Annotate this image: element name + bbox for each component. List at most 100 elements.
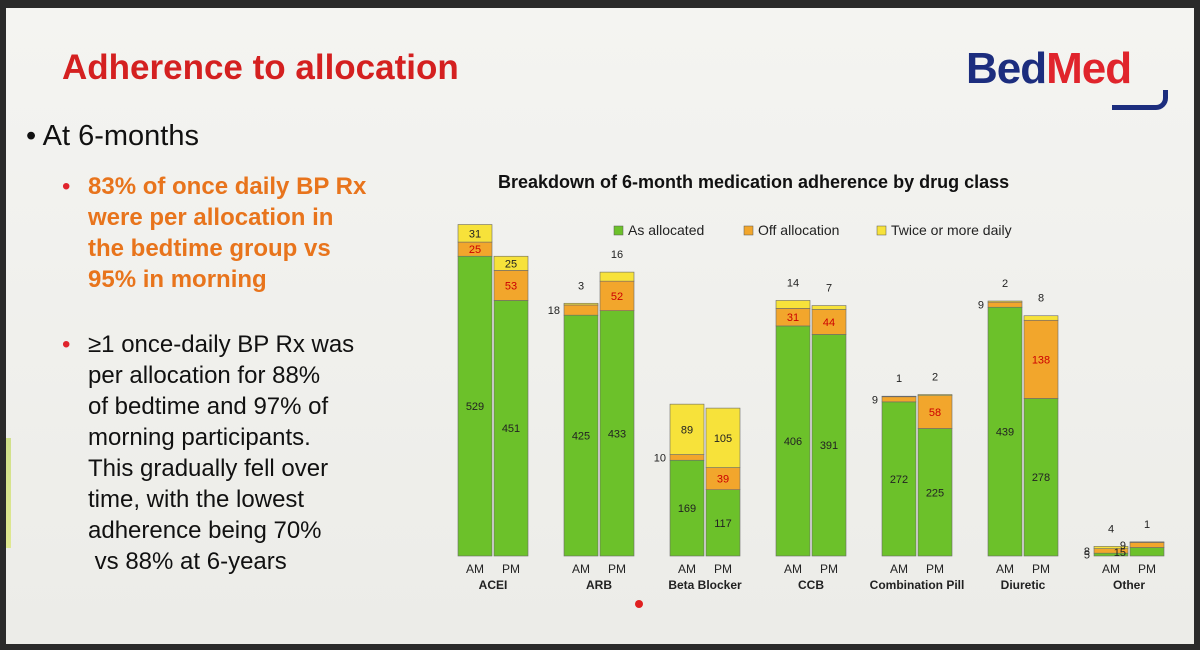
- bar-segment: [599, 271, 635, 282]
- bedmed-logo: BedMed: [962, 40, 1172, 112]
- category-label: Beta Blocker: [668, 578, 742, 592]
- text-line: 83% of once daily BP Rx: [88, 173, 367, 200]
- bullet-dot-icon: •: [62, 173, 71, 200]
- data-label: 10: [654, 452, 666, 464]
- bar-segment: [563, 304, 599, 316]
- bar-segment: [493, 270, 529, 301]
- bar-segment: [917, 395, 953, 429]
- bar-label: AM: [890, 562, 908, 576]
- data-label: 529: [466, 401, 484, 413]
- data-label: 2: [1002, 278, 1008, 290]
- data-label: 31: [469, 228, 481, 240]
- data-label: 169: [678, 503, 696, 515]
- laser-pointer-dot: [635, 600, 643, 608]
- bar-label: AM: [784, 562, 802, 576]
- bullet-dot-icon: •: [26, 120, 37, 152]
- data-label: 58: [929, 407, 941, 419]
- data-label: 4: [1108, 523, 1114, 535]
- bar-segment: [775, 325, 811, 557]
- text-line: were per allocation in: [88, 204, 334, 231]
- legend-label: As allocated: [628, 222, 704, 238]
- data-label: 272: [890, 474, 908, 486]
- bar-segment: [493, 300, 529, 557]
- data-label: 5: [1084, 550, 1090, 562]
- bar-segment: [457, 255, 493, 557]
- data-label: 8: [1038, 293, 1044, 305]
- bar-segment: [669, 403, 705, 455]
- bar-segment: [1093, 546, 1129, 549]
- bar-segment: [775, 300, 811, 309]
- legend-label: Off allocation: [758, 222, 839, 238]
- slide-title: Adherence to allocation: [62, 48, 459, 87]
- bar-segment: [457, 224, 493, 243]
- legend-swatch: [613, 225, 624, 236]
- data-label: 225: [926, 487, 944, 499]
- bar-segment: [669, 459, 705, 557]
- bar-segment: [563, 302, 599, 306]
- chart-title: Breakdown of 6-month medication adherenc…: [498, 172, 1010, 192]
- bar-segment: [1129, 547, 1165, 557]
- data-label: 31: [787, 312, 799, 324]
- bar-label: AM: [466, 562, 484, 576]
- data-label: 16: [611, 249, 623, 261]
- bar-label: AM: [678, 562, 696, 576]
- category-label: Other: [1113, 578, 1145, 592]
- legend-swatch: [876, 225, 887, 236]
- data-label: 433: [608, 428, 626, 440]
- bar-segment: [563, 314, 599, 557]
- text-line: This gradually fell over: [88, 455, 329, 482]
- bar-segment: [987, 301, 1023, 308]
- edge-highlight: [6, 438, 11, 548]
- stacked-bar-chart: As allocated Off allocation Twice or more …: [457, 222, 1165, 592]
- text-line: the bedtime group vs: [88, 235, 331, 262]
- logo-bracket-shape: [1112, 90, 1168, 110]
- bar-label: PM: [820, 562, 838, 576]
- data-label: 14: [787, 277, 799, 289]
- logo-text-med: Med: [1046, 44, 1132, 93]
- legend-label: Twice or more daily: [891, 222, 1012, 238]
- sub-bullet-1-text: 83% of once daily BP Rx were per allocat…: [88, 171, 366, 295]
- bar-segment: [811, 334, 847, 557]
- data-label: 15: [1114, 547, 1126, 559]
- data-label: 1: [1144, 519, 1150, 531]
- data-label: 406: [784, 436, 802, 448]
- category-label: ACEI: [479, 578, 508, 592]
- bar-segment: [917, 394, 953, 396]
- bar-segment: [881, 396, 917, 403]
- bar-label: PM: [1032, 562, 1050, 576]
- data-label: 89: [681, 424, 693, 436]
- bar-segment: [599, 310, 635, 557]
- bar-segment: [1023, 315, 1059, 321]
- bar-segment: [1023, 319, 1059, 399]
- data-label: 1: [896, 373, 902, 385]
- text-line: time, with the lowest: [88, 486, 305, 513]
- bar-label: AM: [996, 562, 1014, 576]
- bar-segment: [705, 407, 741, 468]
- bar-segment: [811, 305, 847, 310]
- main-bullet-text: At 6-months: [42, 120, 199, 152]
- data-label: 25: [505, 258, 517, 270]
- bar-label: PM: [608, 562, 626, 576]
- text-line: morning participants.: [88, 424, 311, 451]
- data-label: 138: [1032, 354, 1050, 366]
- sub-bullet-2-text: ≥1 once-daily BP Rx was per allocation f…: [88, 329, 354, 577]
- text-line: ≥1 once-daily BP Rx was: [88, 331, 355, 358]
- data-label: 9: [1120, 540, 1126, 552]
- category-label: Diuretic: [1001, 578, 1046, 592]
- bar-segment: [987, 300, 1023, 303]
- bar-segment: [705, 489, 741, 557]
- data-label: 391: [820, 440, 838, 452]
- data-label: 53: [505, 280, 517, 292]
- data-label: 9: [978, 300, 984, 312]
- legend-swatch: [743, 225, 754, 236]
- bar-label: PM: [926, 562, 944, 576]
- bar-segment: [881, 401, 917, 557]
- data-label: 8: [1084, 546, 1090, 558]
- bar-segment: [669, 454, 705, 461]
- bar-segment: [811, 309, 847, 335]
- text-line: adherence being 70%: [88, 517, 322, 544]
- bar-segment: [1129, 541, 1165, 543]
- data-label: 7: [826, 283, 832, 295]
- data-label: 9: [872, 394, 878, 406]
- text-line: per allocation for 88%: [88, 362, 321, 389]
